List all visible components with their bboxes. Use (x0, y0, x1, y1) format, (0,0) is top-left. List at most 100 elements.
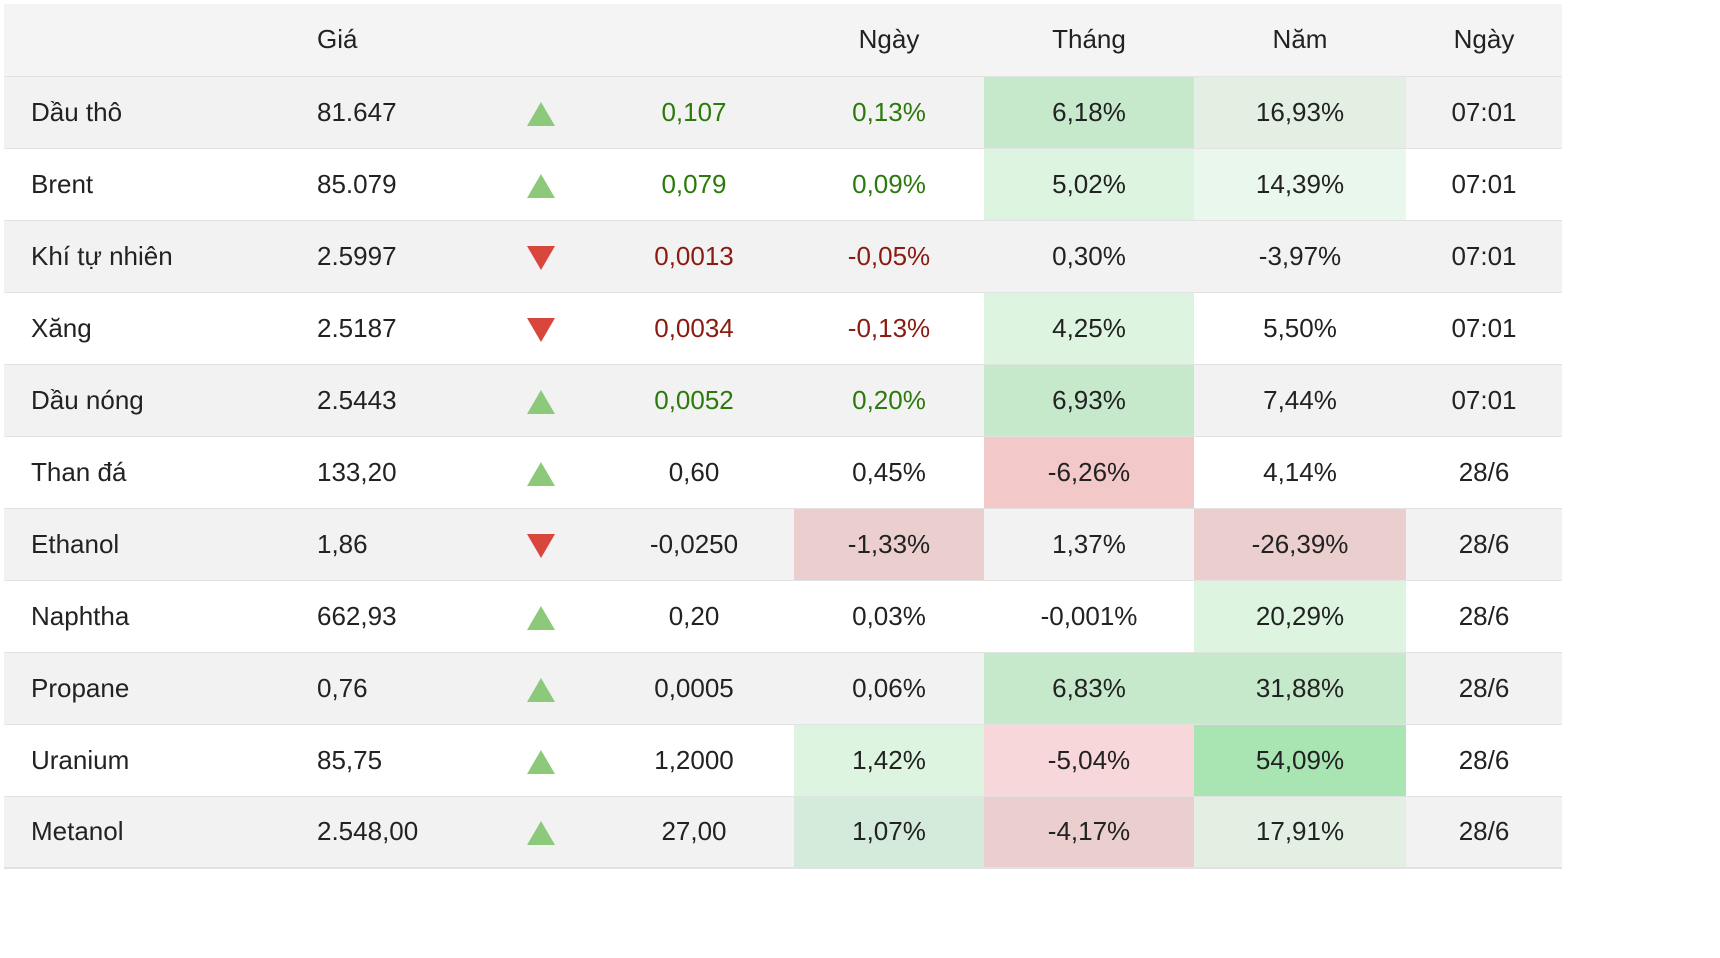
day-percent: 0,13% (852, 96, 926, 127)
day-percent: -1,33% (794, 508, 984, 580)
header-row: Giá Ngày Tháng Năm Ngày (4, 4, 1562, 76)
header-month[interactable]: Tháng (1052, 24, 1126, 55)
commodity-name-link[interactable]: Dầu nóng (31, 384, 144, 415)
month-percent: -6,26% (984, 436, 1194, 508)
table-row[interactable]: Than đá 133,20 0,60 0,45% -6,26% 4,14% 28/6 (4, 436, 1562, 508)
price-value: 2.5187 (317, 312, 397, 343)
direction-cell (494, 724, 594, 796)
header-change (594, 4, 794, 76)
change-value: 0,0005 (654, 672, 734, 703)
commodity-name-link[interactable]: Metanol (31, 816, 124, 847)
commodity-name-link[interactable]: Than đá (31, 456, 127, 487)
day-percent: 0,20% (852, 384, 926, 415)
arrow-up-icon (527, 101, 555, 126)
table-row[interactable]: Propane 0,76 0,0005 0,06% 6,83% 31,88% 28/6 (4, 652, 1562, 724)
month-percent: 6,18% (984, 76, 1194, 148)
price-value: 81.647 (317, 96, 397, 127)
direction-cell (494, 364, 594, 436)
year-percent: 5,50% (1263, 312, 1337, 343)
change-value: 0,079 (661, 168, 727, 199)
month-percent: -0,001% (1040, 600, 1138, 631)
commodity-name-link[interactable]: Brent (31, 168, 94, 199)
arrow-up-icon (527, 749, 555, 774)
direction-cell (494, 796, 594, 868)
header-date[interactable]: Ngày (1453, 24, 1515, 55)
day-percent: 0,03% (852, 600, 926, 631)
year-percent: 4,14% (1263, 456, 1337, 487)
month-percent: 4,25% (984, 292, 1194, 364)
day-percent: -0,13% (847, 312, 931, 343)
commodity-name-link[interactable]: Naphtha (31, 600, 130, 631)
update-date: 28/6 (1458, 672, 1510, 703)
price-value: 133,20 (317, 456, 397, 487)
table-row[interactable]: Naphtha 662,93 0,20 0,03% -0,001% 20,29% 28/6 (4, 580, 1562, 652)
direction-cell (494, 508, 594, 580)
direction-cell (494, 652, 594, 724)
update-date: 07:01 (1451, 240, 1517, 271)
update-date: 07:01 (1451, 384, 1517, 415)
direction-cell (494, 148, 594, 220)
commodity-name-link[interactable]: Khí tự nhiên (31, 240, 173, 271)
commodity-name-link[interactable]: Uranium (31, 744, 130, 775)
year-percent: 31,88% (1194, 652, 1406, 724)
month-percent: -5,04% (984, 724, 1194, 796)
price-value: 662,93 (317, 600, 397, 631)
month-percent: 1,37% (1052, 528, 1126, 559)
table-row[interactable]: Dầu nóng 2.5443 0,0052 0,20% 6,93% 7,44% 07:01 (4, 364, 1562, 436)
change-value: 0,0034 (654, 312, 734, 343)
update-date: 28/6 (1458, 528, 1510, 559)
update-date: 07:01 (1451, 96, 1517, 127)
month-percent: 5,02% (984, 148, 1194, 220)
update-date: 28/6 (1458, 456, 1510, 487)
change-value: 0,0013 (654, 240, 734, 271)
header-price[interactable]: Giá (317, 24, 358, 55)
commodity-name-link[interactable]: Propane (31, 672, 130, 703)
commodity-name-link[interactable]: Xăng (31, 312, 92, 343)
update-date: 07:01 (1451, 168, 1517, 199)
table-row[interactable]: Uranium 85,75 1,2000 1,42% -5,04% 54,09% 28/6 (4, 724, 1562, 796)
header-arrow (494, 4, 594, 76)
header-day[interactable]: Ngày (858, 24, 920, 55)
price-value: 1,86 (317, 528, 368, 559)
month-percent: 6,83% (984, 652, 1194, 724)
commodities-table: Giá Ngày Tháng Năm Ngày Dầu thô 81.647 0,1… (4, 4, 1562, 869)
year-percent: 14,39% (1194, 148, 1406, 220)
direction-cell (494, 76, 594, 148)
change-value: 0,20 (668, 600, 720, 631)
arrow-up-icon (527, 605, 555, 630)
day-percent: 0,09% (852, 168, 926, 199)
table-row[interactable]: Metanol 2.548,00 27,00 1,07% -4,17% 17,91% 28/… (4, 796, 1562, 868)
commodity-name-link[interactable]: Dầu thô (31, 96, 123, 127)
change-value: 0,107 (661, 96, 727, 127)
price-value: 0,76 (317, 672, 368, 703)
update-date: 07:01 (1451, 312, 1517, 343)
arrow-down-icon (527, 533, 555, 558)
update-date: 28/6 (1458, 816, 1510, 847)
price-value: 85,75 (317, 744, 383, 775)
price-value: 2.5443 (317, 384, 397, 415)
change-value: 27,00 (661, 816, 727, 847)
year-percent: 54,09% (1194, 724, 1406, 796)
table-row[interactable]: Khí tự nhiên 2.5997 0,0013 -0,05% 0,30% -3,97… (4, 220, 1562, 292)
month-percent: 6,93% (984, 364, 1194, 436)
year-percent: -3,97% (1258, 240, 1342, 271)
table-row[interactable]: Dầu thô 81.647 0,107 0,13% 6,18% 16,93% 07:01 (4, 76, 1562, 148)
table-header: Giá Ngày Tháng Năm Ngày (4, 4, 1562, 76)
commodity-name-link[interactable]: Ethanol (31, 528, 120, 559)
arrow-up-icon (527, 821, 555, 846)
day-percent: 1,07% (794, 796, 984, 868)
table-row[interactable]: Brent 85.079 0,079 0,09% 5,02% 14,39% 07:01 (4, 148, 1562, 220)
update-date: 28/6 (1458, 600, 1510, 631)
year-percent: 17,91% (1194, 796, 1406, 868)
header-year[interactable]: Năm (1272, 24, 1328, 55)
arrow-up-icon (527, 677, 555, 702)
year-percent: 7,44% (1263, 384, 1337, 415)
header-name (4, 4, 284, 76)
month-percent: 0,30% (1052, 240, 1126, 271)
table-row[interactable]: Ethanol 1,86 -0,0250 -1,33% 1,37% -26,39% 28/6 (4, 508, 1562, 580)
direction-cell (494, 292, 594, 364)
change-value: -0,0250 (649, 528, 739, 559)
year-percent: 16,93% (1194, 76, 1406, 148)
table-row[interactable]: Xăng 2.5187 0,0034 -0,13% 4,25% 5,50% 07:01 (4, 292, 1562, 364)
arrow-down-icon (527, 317, 555, 342)
